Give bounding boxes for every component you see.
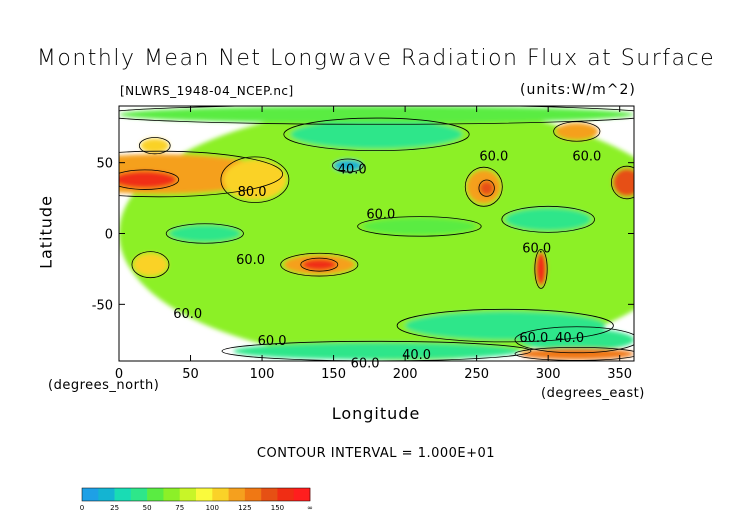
contour-label-1: 60.0 — [572, 150, 601, 165]
colorbar-swatch-3 — [130, 488, 148, 501]
contour-label-12: 60.0 — [351, 356, 380, 371]
heatmap-region-13 — [362, 217, 477, 235]
x-tick-label-0: 0 — [115, 367, 123, 382]
heatmap-region-15 — [290, 120, 463, 149]
x-tick-label-350: 350 — [607, 367, 632, 382]
contour-line-15 — [396, 308, 614, 343]
colorbar-label-7: ∞ — [307, 504, 313, 512]
heatmap-region-2 — [119, 171, 177, 189]
colorbar-swatch-13 — [293, 488, 311, 501]
contour-label-7: 60.0 — [173, 307, 202, 322]
contour-label-3: 60.0 — [366, 208, 395, 223]
contour-line-20 — [553, 121, 601, 142]
y-tick-label--50: -50 — [92, 298, 113, 313]
heatmap-region-20 — [119, 106, 634, 123]
colorbar: 0 25 50 75 100 125 150 ∞ — [80, 487, 313, 512]
colorbar-label-1: 25 — [110, 504, 119, 512]
contour-label-8: 60.0 — [258, 334, 287, 349]
contour-line-14 — [283, 117, 470, 152]
heatmap-region-11 — [333, 159, 363, 172]
x-unit-label: (degrees_east) — [541, 386, 645, 401]
colorbar-label-4: 100 — [206, 504, 219, 512]
y-unit-label: (degrees_north) — [48, 378, 160, 393]
x-tick-label-250: 250 — [464, 367, 489, 382]
colorbar-swatch-2 — [114, 488, 132, 501]
colorbar-swatch-5 — [163, 488, 181, 501]
file-label: [NLWRS_1948-04_NCEP.nc] — [120, 84, 294, 98]
colorbar-swatch-7 — [196, 488, 213, 501]
contour-line-0 — [119, 150, 284, 198]
contour-line-4 — [478, 179, 495, 197]
contour-line-6 — [280, 252, 359, 277]
y-tick-label-0: 0 — [105, 228, 113, 243]
contour-label-0: 60.0 — [479, 150, 508, 165]
x-tick-label-50: 50 — [182, 367, 199, 382]
contour-label-10: 40.0 — [555, 331, 584, 346]
colorbar-label-3: 75 — [175, 504, 184, 512]
colorbar-label-2: 50 — [143, 504, 152, 512]
colorbar-swatch-10 — [244, 488, 262, 501]
x-tick-label-100: 100 — [250, 367, 275, 382]
heatmap-region-17 — [519, 328, 634, 352]
heatmap-region-9 — [133, 253, 168, 276]
colorbar-swatch-4 — [147, 488, 164, 501]
contour-label-5: 60.0 — [236, 253, 265, 268]
heatmap-region-10 — [535, 251, 547, 286]
contour-line-16 — [514, 326, 634, 354]
contour-line-11 — [165, 223, 244, 244]
heatmap-region-21 — [555, 123, 599, 140]
colorbar-swatch-11 — [261, 488, 278, 501]
heatmap-region-8 — [302, 259, 337, 271]
y-tick-label-50: 50 — [96, 157, 113, 172]
contour-line-13 — [501, 205, 595, 233]
colorbar-label-6: 150 — [271, 504, 284, 512]
axes: 0 50 100 150 200 250 300 350 50 0 -50 — [92, 106, 634, 382]
x-tick-label-300: 300 — [536, 367, 561, 382]
heatmap-region-14 — [505, 208, 592, 231]
contour-line-10 — [332, 158, 364, 173]
contour-line-18 — [514, 347, 634, 361]
contour-line-8 — [131, 251, 170, 279]
x-tick-label-200: 200 — [393, 367, 418, 382]
heatmap-region-22 — [140, 138, 170, 153]
colorbar-swatch-6 — [179, 488, 197, 501]
colorbar-label-5: 125 — [238, 504, 251, 512]
heatmap-region-18 — [233, 342, 520, 360]
contour-label-2: 40.0 — [338, 162, 367, 177]
contour-interval-label: CONTOUR INTERVAL = 1.000E+01 — [256, 446, 496, 461]
contour-line-12 — [357, 216, 482, 237]
contour-line-19 — [119, 106, 634, 125]
colorbar-swatch-8 — [212, 488, 229, 501]
contour-line-21 — [138, 137, 171, 155]
contour-label-6: 60.0 — [522, 242, 551, 257]
heatmap-field — [119, 106, 634, 361]
heatmap-region-3 — [223, 159, 287, 200]
x-tick-label-150: 150 — [321, 367, 346, 382]
heatmap-region-12 — [169, 225, 241, 242]
contour-lines — [119, 106, 634, 361]
colorbar-frame — [81, 487, 311, 502]
units-label: (units:W/m^2) — [520, 82, 636, 98]
contour-line-9 — [534, 248, 548, 289]
chart-title: Monthly Mean Net Longwave Radiation Flux… — [36, 46, 716, 71]
heatmap-region-6 — [612, 168, 634, 197]
x-axis-label: Longitude — [331, 404, 421, 423]
contour-labels: 60.0 60.0 40.0 60.0 80.0 60.0 60.0 60.0 60.0 60.0… — [173, 150, 601, 372]
colorbar-swatch-12 — [277, 488, 295, 501]
contour-line-5 — [611, 165, 634, 200]
contour-label-4: 80.0 — [238, 185, 267, 200]
heatmap-region-5 — [479, 181, 494, 196]
contour-label-9: 60.0 — [519, 331, 548, 346]
colorbar-swatch-0 — [82, 488, 99, 501]
contour-line-2 — [220, 156, 290, 203]
contour-label-11: 40.0 — [402, 348, 431, 363]
colorbar-swatch-9 — [228, 488, 246, 501]
colorbar-label-0: 0 — [80, 504, 84, 512]
contour-line-1 — [119, 169, 180, 190]
colorbar-swatch-1 — [98, 488, 115, 501]
contour-line-3 — [464, 166, 503, 207]
contour-line-7 — [300, 257, 339, 272]
